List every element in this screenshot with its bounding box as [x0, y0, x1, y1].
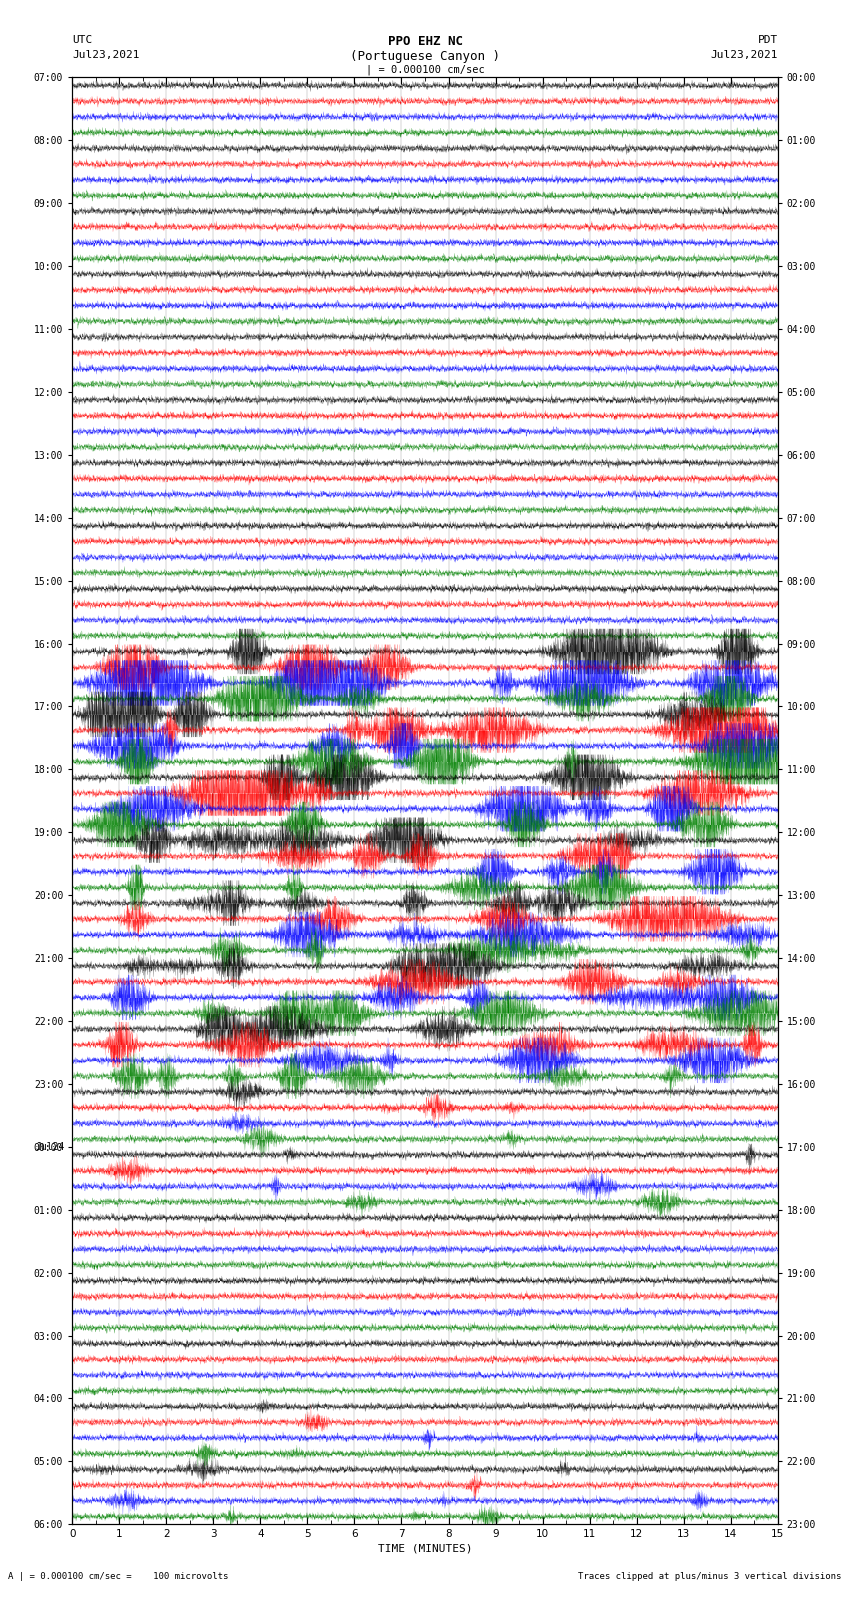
Text: Traces clipped at plus/minus 3 vertical divisions: Traces clipped at plus/minus 3 vertical … [578, 1571, 842, 1581]
Text: (Portuguese Canyon ): (Portuguese Canyon ) [350, 50, 500, 63]
Text: | = 0.000100 cm/sec: | = 0.000100 cm/sec [366, 65, 484, 76]
Text: PDT: PDT [757, 35, 778, 45]
X-axis label: TIME (MINUTES): TIME (MINUTES) [377, 1544, 473, 1553]
Text: A | = 0.000100 cm/sec =    100 microvolts: A | = 0.000100 cm/sec = 100 microvolts [8, 1571, 229, 1581]
Text: UTC: UTC [72, 35, 93, 45]
Text: Jul24: Jul24 [36, 1142, 65, 1152]
Text: Jul23,2021: Jul23,2021 [72, 50, 139, 60]
Text: PPO EHZ NC: PPO EHZ NC [388, 35, 462, 48]
Text: Jul23,2021: Jul23,2021 [711, 50, 778, 60]
